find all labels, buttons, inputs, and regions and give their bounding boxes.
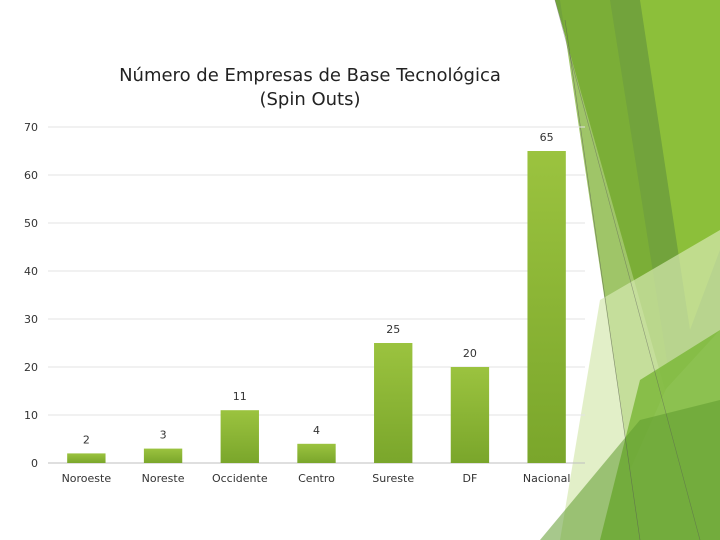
bar-nacional xyxy=(527,151,566,463)
y-tick-label-60: 60 xyxy=(24,169,38,182)
y-tick-label-40: 40 xyxy=(24,265,38,278)
decor-line-1 xyxy=(564,19,641,540)
bar-noreste xyxy=(143,448,183,463)
chart-title-line1: Número de Empresas de Base Tecnológica xyxy=(119,65,501,86)
x-tick-label-occidente: Occidente xyxy=(212,472,268,485)
data-label-centro: 4 xyxy=(313,424,320,437)
decor-line-2 xyxy=(554,0,701,540)
data-label-nacional: 65 xyxy=(540,131,554,144)
x-tick-label-noroeste: Noroeste xyxy=(62,472,112,485)
data-label-sureste: 25 xyxy=(386,323,400,336)
chart-gridlines xyxy=(48,126,585,464)
data-label-occidente: 11 xyxy=(233,390,247,403)
y-tick-label-30: 30 xyxy=(24,313,38,326)
bar-df xyxy=(450,367,490,463)
bar-sureste xyxy=(374,343,413,463)
x-tick-label-sureste: Sureste xyxy=(372,472,414,485)
y-tick-label-50: 50 xyxy=(24,217,38,230)
bar-centro xyxy=(297,443,336,463)
chart-title-line2: (Spin Outs) xyxy=(259,89,361,110)
bar-series xyxy=(67,151,566,463)
data-label-noreste: 3 xyxy=(160,429,167,442)
data-labels: 2 3 11 4 25 20 65 xyxy=(83,131,554,446)
x-tick-label-centro: Centro xyxy=(298,472,335,485)
bar-occidente xyxy=(220,410,259,463)
y-tick-label-10: 10 xyxy=(24,409,38,422)
x-tick-label-nacional: Nacional xyxy=(523,472,571,485)
y-axis: 0 10 20 30 40 50 60 70 xyxy=(24,121,38,470)
data-label-df: 20 xyxy=(463,347,477,360)
data-label-noroeste: 2 xyxy=(83,433,90,446)
chart-title: Número de Empresas de Base Tecnológica (… xyxy=(60,64,560,112)
y-tick-label-20: 20 xyxy=(24,361,38,374)
x-tick-label-df: DF xyxy=(463,472,478,485)
bar-noroeste xyxy=(67,453,106,463)
x-tick-label-noreste: Noreste xyxy=(142,472,185,485)
y-tick-label-70: 70 xyxy=(24,121,38,134)
y-tick-label-0: 0 xyxy=(31,457,38,470)
x-axis: Noroeste Noreste Occidente Centro Sureste DF N… xyxy=(62,472,571,485)
